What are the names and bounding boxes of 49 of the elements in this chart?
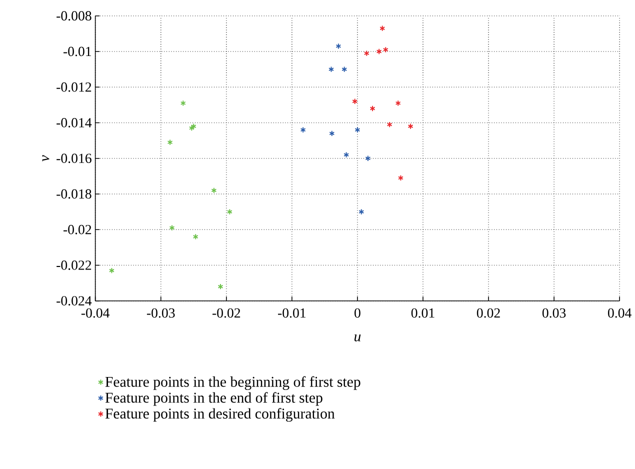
x-tick-label: -0.02	[212, 308, 240, 318]
point	[342, 66, 348, 73]
point	[336, 43, 342, 50]
point	[352, 98, 358, 105]
x-tick-label: 0.02	[476, 308, 500, 318]
y-tick-label: -0.01	[64, 46, 92, 56]
point	[188, 125, 194, 132]
point	[328, 66, 334, 73]
point	[382, 46, 388, 53]
legend-label: Feature points in the end of first step	[105, 392, 322, 406]
x-tick-label: -0.04	[81, 308, 110, 318]
point	[386, 122, 392, 128]
point	[376, 48, 382, 55]
point	[395, 100, 401, 106]
point	[108, 268, 114, 274]
y-axis-title: v	[42, 155, 50, 162]
point	[380, 25, 386, 32]
point	[300, 126, 306, 134]
y-tick-label: -0.02	[64, 225, 92, 234]
point	[358, 208, 364, 216]
point	[167, 139, 173, 146]
y-tick-label: -0.024	[56, 296, 92, 306]
point	[408, 123, 414, 130]
x-tick-label: 0.03	[542, 308, 566, 318]
point	[218, 284, 224, 290]
point	[364, 50, 370, 57]
y-tick-label: -0.018	[56, 189, 92, 199]
x-tick-label: 0	[354, 308, 360, 318]
y-tick-label: -0.014	[56, 118, 92, 128]
legend-label: Feature points in the beginning of first step	[105, 376, 360, 390]
point	[354, 126, 360, 134]
legend-label: Feature points in desired configuration	[105, 408, 335, 422]
x-tick-label: -0.03	[146, 308, 175, 318]
x-axis-title: u	[354, 334, 361, 342]
y-tick-label: -0.012	[56, 82, 92, 92]
point	[190, 123, 196, 130]
x-tick-label: 0.01	[411, 308, 434, 318]
point	[169, 224, 175, 232]
point	[365, 155, 371, 162]
y-tick-label: -0.016	[56, 154, 92, 164]
y-tick-label: -0.008	[56, 11, 92, 21]
point	[370, 106, 376, 112]
point	[344, 152, 350, 158]
y-tick-label: -0.022	[56, 260, 92, 270]
point	[192, 234, 198, 240]
point	[226, 208, 232, 216]
x-tick-label: 0.04	[608, 308, 632, 318]
x-tick-label: -0.01	[278, 308, 306, 318]
point	[180, 100, 186, 106]
